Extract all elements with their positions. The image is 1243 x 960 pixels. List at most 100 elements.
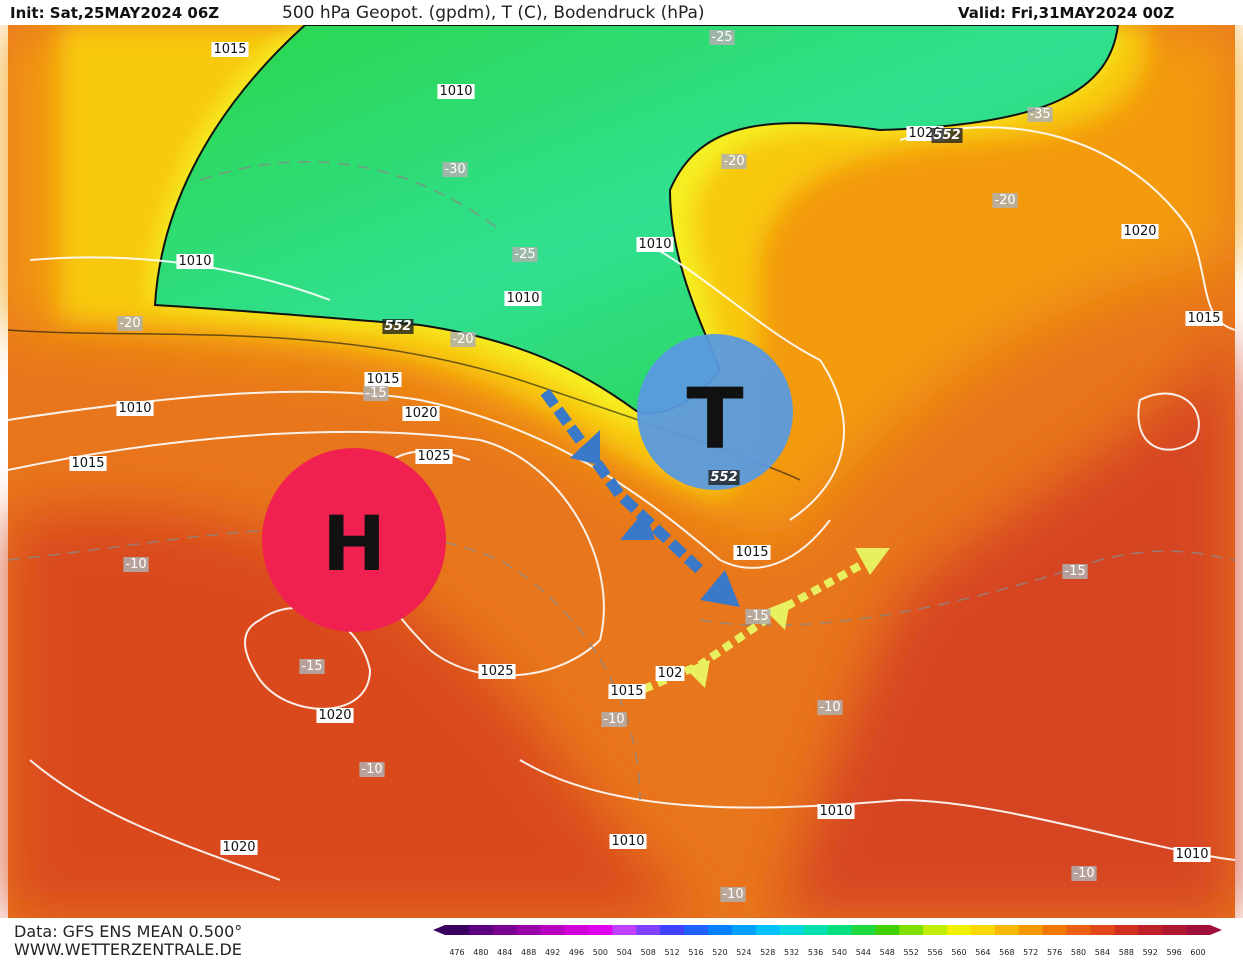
- scale-label: 540: [832, 948, 847, 957]
- scale-swatch: [755, 925, 781, 935]
- scale-swatch: [947, 925, 972, 935]
- isobar-label: 1010: [611, 834, 644, 849]
- scale-swatch: [1186, 925, 1211, 935]
- temperature-label-box: [709, 30, 735, 45]
- isobar-label: 1015: [366, 372, 399, 387]
- temperature-label: -15: [365, 386, 386, 401]
- scale-label: 600: [1190, 948, 1205, 957]
- isobar-label-box: [69, 456, 107, 471]
- isobar-label: 1015: [610, 684, 643, 699]
- color-scale: 476 480 484 488 492 496 500 504 508 512 516 520 524 5…: [433, 925, 1222, 957]
- scale-swatch: [588, 925, 613, 935]
- map-field: [7, 24, 1236, 918]
- temperature-label-box: [1071, 866, 1097, 881]
- data-source: Data: GFS ENS MEAN 0.500°: [14, 922, 242, 941]
- scale-swatch: [827, 925, 852, 935]
- scale-label: 528: [760, 948, 775, 957]
- temperature-label-box: [720, 887, 746, 902]
- scale-swatch: [660, 925, 685, 935]
- scale-label: 512: [664, 948, 679, 957]
- temperature-label-box: [721, 154, 747, 169]
- isobar-label: 1010: [1175, 847, 1208, 862]
- isobar-label-box: [1173, 847, 1211, 862]
- scale-swatch: [636, 925, 661, 935]
- scale-label: 576: [1047, 948, 1062, 957]
- scale-label: 564: [975, 948, 990, 957]
- scale-swatch: [612, 925, 637, 935]
- isobar-label-box: [817, 804, 855, 819]
- scale-swatch: [492, 925, 518, 935]
- temperature-label: -15: [1064, 564, 1085, 579]
- scale-swatch: [1066, 925, 1091, 935]
- scale-swatch: [445, 925, 470, 935]
- isobar-label: 1025: [480, 664, 513, 679]
- isobar-label-box: [176, 254, 214, 269]
- temperature-label: -10: [819, 700, 840, 715]
- scale-arrow-left: [433, 925, 445, 935]
- temperature-label: -25: [711, 30, 732, 45]
- isobar-label: 1010: [178, 254, 211, 269]
- high-pressure-marker: [262, 448, 446, 632]
- isobar-label-box: [655, 666, 685, 681]
- temperature-label: -25: [514, 247, 535, 262]
- scale-swatch: [468, 925, 494, 935]
- scale-swatch: [1114, 925, 1139, 935]
- isobar-label-box: [504, 291, 542, 306]
- temperature-label: -20: [994, 193, 1015, 208]
- isobar-label-box: [608, 684, 646, 699]
- scale-swatch: [1018, 925, 1044, 935]
- temperature-label-box: [745, 609, 771, 624]
- scale-label: 488: [521, 948, 536, 957]
- scale-label: 508: [641, 948, 656, 957]
- scale-swatch: [516, 925, 542, 935]
- temperature-label-box: [117, 316, 143, 331]
- scale-label: 568: [999, 948, 1014, 957]
- scale-swatch: [731, 925, 757, 935]
- scale-label: 572: [1023, 948, 1038, 957]
- scale-label: 492: [545, 948, 560, 957]
- scale-swatch: [803, 925, 828, 935]
- isobar-label: 1015: [1187, 311, 1220, 326]
- temperature-label-box: [442, 162, 468, 177]
- scale-swatch: [851, 925, 876, 935]
- temperature-label: -10: [603, 712, 624, 727]
- scale-swatch: [1042, 925, 1068, 935]
- temperature-label-box: [359, 762, 385, 777]
- isobar-label-box: [733, 545, 771, 560]
- temperature-label-box: [123, 557, 149, 572]
- scale-label: 484: [497, 948, 512, 957]
- scale-swatch: [1162, 925, 1187, 935]
- scale-label: 496: [569, 948, 584, 957]
- isobar-label: 1020: [222, 840, 255, 855]
- low-pressure-marker: [637, 334, 793, 490]
- website: WWW.WETTERZENTRALE.DE: [14, 940, 242, 959]
- isobar-label-box: [116, 401, 154, 416]
- isobar-label-box: [402, 406, 440, 421]
- temperature-label-box: [450, 332, 476, 347]
- height-label-box: [931, 128, 963, 143]
- scale-label: 560: [951, 948, 966, 957]
- isobar-label-box: [437, 84, 475, 99]
- scale-label: 480: [473, 948, 488, 957]
- scale-label: 520: [712, 948, 727, 957]
- temperature-label-box: [1027, 107, 1053, 122]
- scale-label: 596: [1167, 948, 1182, 957]
- temperature-label-box: [1062, 564, 1088, 579]
- isobar-label: 1015: [735, 545, 768, 560]
- isobar-label-box: [415, 449, 453, 464]
- isobar-label: 1010: [118, 401, 151, 416]
- scale-label: 556: [927, 948, 942, 957]
- temperature-label: -10: [125, 557, 146, 572]
- scale-swatch: [970, 925, 996, 935]
- temperature-label: -10: [722, 887, 743, 902]
- isobar-label: 1010: [819, 804, 852, 819]
- scale-swatch: [899, 925, 924, 935]
- temperature-label: -20: [723, 154, 744, 169]
- scale-arrow-right: [1210, 925, 1222, 935]
- scale-swatch: [707, 925, 733, 935]
- isobar-label: 1025: [417, 449, 450, 464]
- header-bar: [0, 0, 1243, 25]
- scale-swatch: [684, 925, 709, 935]
- isobar-label-box: [364, 372, 402, 387]
